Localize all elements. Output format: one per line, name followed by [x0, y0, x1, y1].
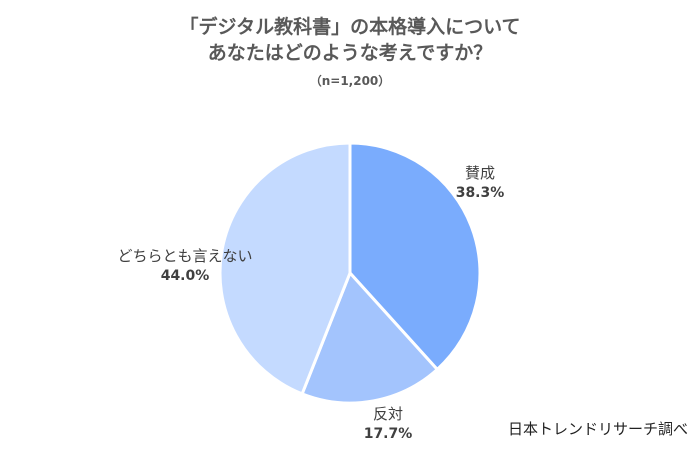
pie-slice-agree	[348, 141, 482, 371]
chart-subtitle: （n=1,200）	[309, 74, 391, 88]
pie-slice-neutral	[218, 141, 352, 396]
source-credit: 日本トレンドリサーチ調べ	[507, 420, 688, 438]
slice-label-neutral-value: 44.0%	[160, 268, 210, 284]
slice-label-disagree: 反対 17.7%	[348, 404, 428, 444]
slice-label-disagree-name: 反対	[372, 405, 403, 423]
chart-title-line-2: あなたはどのような考えですか？	[207, 42, 493, 64]
pie-slice-disagree	[300, 271, 439, 405]
slice-label-disagree-value: 17.7%	[363, 426, 413, 442]
slice-label-agree-name: 賛成	[464, 164, 495, 182]
chart-title: 「デジタル教科書」の本格導入について あなたはどのような考えですか？ （n=1,…	[0, 14, 700, 89]
slice-label-agree-value: 38.3%	[455, 185, 505, 201]
slice-label-agree: 賛成 38.3%	[440, 163, 520, 203]
chart-title-line-1: 「デジタル教科書」の本格導入について	[179, 16, 521, 38]
slice-label-neutral: どちらとも言えない 44.0%	[95, 246, 275, 286]
slice-label-neutral-name: どちらとも言えない	[117, 247, 253, 265]
